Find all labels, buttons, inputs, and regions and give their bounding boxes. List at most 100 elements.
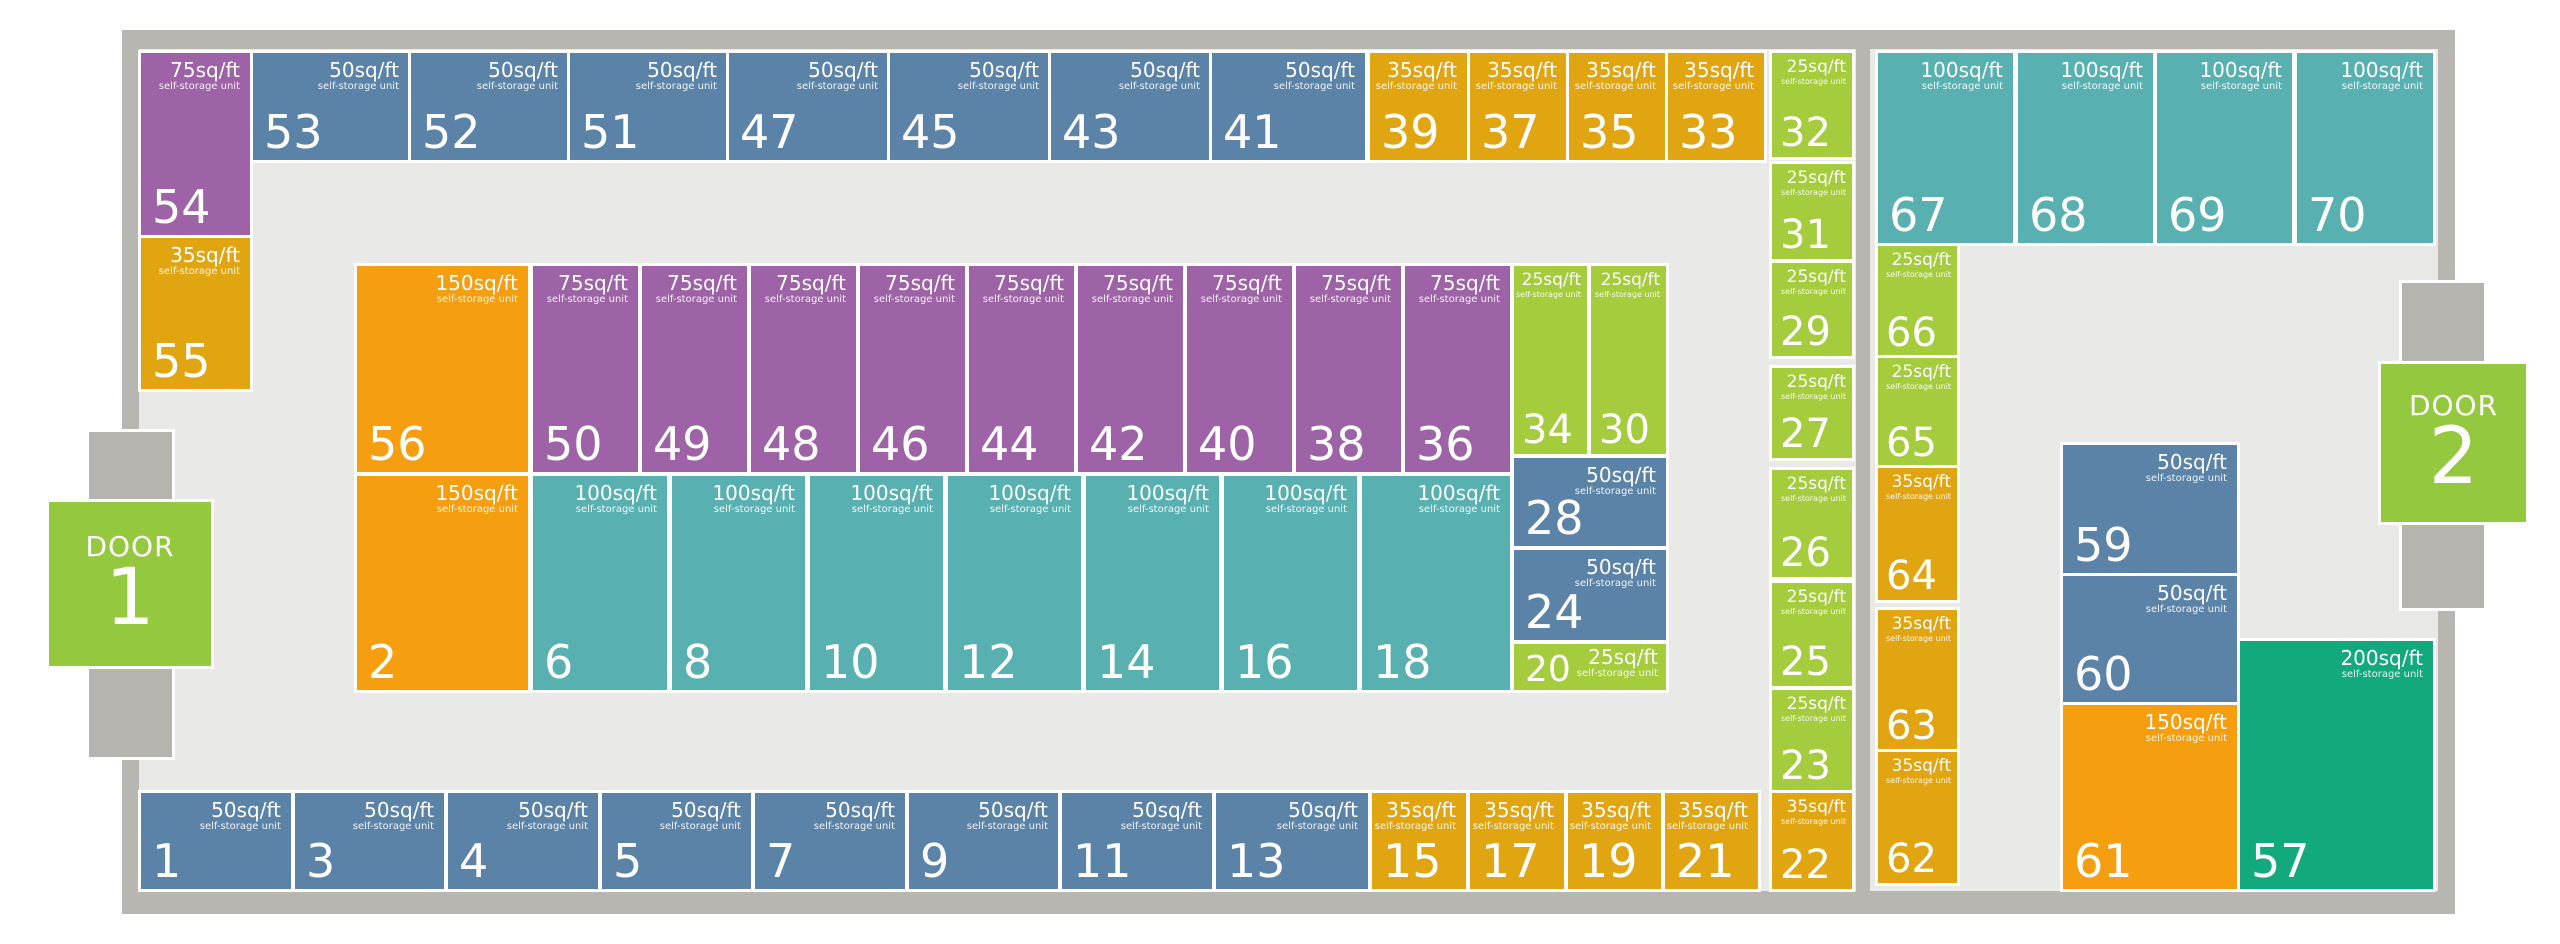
unit-size-label: 50sq/ft <box>1132 798 1202 822</box>
unit-size-label: 50sq/ft <box>2157 581 2227 605</box>
storage-unit-64[interactable]: 35sq/ft self-storage unit 64 <box>1875 465 1960 603</box>
unit-size-label: 50sq/ft <box>1288 798 1358 822</box>
storage-unit-38[interactable]: 75sq/ft self-storage unit 38 <box>1293 263 1404 475</box>
storage-unit-23[interactable]: 25sq/ft self-storage unit 23 <box>1769 687 1855 793</box>
storage-unit-52[interactable]: 50sq/ft self-storage unit 52 <box>408 50 571 163</box>
unit-number: 39 <box>1381 105 1440 160</box>
storage-unit-8[interactable]: 100sq/ft self-storage unit 8 <box>669 473 808 693</box>
storage-unit-13[interactable]: 50sq/ft self-storage unit 13 <box>1213 790 1371 892</box>
storage-unit-20[interactable]: 25sq/ft self-storage unit 20 <box>1511 641 1669 693</box>
storage-unit-57[interactable]: 200sq/ft self-storage unit 57 <box>2237 638 2436 892</box>
storage-unit-43[interactable]: 50sq/ft self-storage unit 43 <box>1048 50 1213 163</box>
unit-size-label: 25sq/ft <box>1786 694 1846 714</box>
storage-unit-40[interactable]: 75sq/ft self-storage unit 40 <box>1184 263 1295 475</box>
storage-unit-12[interactable]: 100sq/ft self-storage unit 12 <box>945 473 1084 693</box>
storage-unit-66[interactable]: 25sq/ft self-storage unit 66 <box>1875 243 1960 360</box>
storage-unit-26[interactable]: 25sq/ft self-storage unit 26 <box>1769 467 1855 580</box>
storage-unit-27[interactable]: 25sq/ft self-storage unit 27 <box>1769 365 1855 461</box>
storage-unit-10[interactable]: 100sq/ft self-storage unit 10 <box>807 473 946 693</box>
storage-unit-56[interactable]: 150sq/ft self-storage unit 56 <box>354 263 531 475</box>
unit-number: 27 <box>1780 411 1831 457</box>
unit-number: 4 <box>459 834 489 889</box>
storage-unit-15[interactable]: 35sq/ft self-storage unit 15 <box>1369 790 1469 892</box>
storage-unit-47[interactable]: 50sq/ft self-storage unit 47 <box>726 50 891 163</box>
storage-unit-18[interactable]: 100sq/ft self-storage unit 18 <box>1359 473 1513 693</box>
storage-unit-49[interactable]: 75sq/ft self-storage unit 49 <box>639 263 750 475</box>
storage-unit-46[interactable]: 75sq/ft self-storage unit 46 <box>857 263 968 475</box>
unit-sublabel: self-storage unit <box>1574 81 1656 92</box>
unit-number: 46 <box>871 417 930 472</box>
storage-unit-63[interactable]: 35sq/ft self-storage unit 63 <box>1875 607 1960 753</box>
storage-unit-19[interactable]: 35sq/ft self-storage unit 19 <box>1565 790 1664 892</box>
storage-unit-50[interactable]: 75sq/ft self-storage unit 50 <box>530 263 641 475</box>
unit-number: 65 <box>1886 420 1937 466</box>
storage-unit-59[interactable]: 50sq/ft self-storage unit 59 <box>2060 442 2240 576</box>
storage-unit-1[interactable]: 50sq/ft self-storage unit 1 <box>138 790 294 892</box>
unit-sublabel: self-storage unit <box>1120 821 1202 832</box>
storage-unit-32[interactable]: 25sq/ft self-storage unit 32 <box>1769 50 1855 160</box>
unit-sublabel: self-storage unit <box>957 81 1039 92</box>
storage-unit-41[interactable]: 50sq/ft self-storage unit 41 <box>1209 50 1368 163</box>
storage-unit-2[interactable]: 150sq/ft self-storage unit 2 <box>354 473 531 693</box>
storage-unit-39[interactable]: 35sq/ft self-storage unit 39 <box>1367 50 1470 163</box>
storage-unit-5[interactable]: 50sq/ft self-storage unit 5 <box>599 790 754 892</box>
unit-size-label: 35sq/ft <box>1386 798 1456 822</box>
unit-size-label: 100sq/ft <box>574 481 657 505</box>
storage-unit-61[interactable]: 150sq/ft self-storage unit 61 <box>2060 702 2240 892</box>
unit-sublabel: self-storage unit <box>2200 81 2282 92</box>
storage-unit-25[interactable]: 25sq/ft self-storage unit 25 <box>1769 580 1855 689</box>
unit-size-label: 100sq/ft <box>712 481 795 505</box>
unit-size-label: 50sq/ft <box>1130 58 1200 82</box>
unit-number: 69 <box>2168 188 2227 243</box>
unit-sublabel: self-storage unit <box>1574 486 1656 497</box>
unit-number: 55 <box>152 334 211 389</box>
storage-unit-28[interactable]: 50sq/ft self-storage unit 28 <box>1511 455 1669 549</box>
unit-number: 49 <box>653 417 712 472</box>
storage-unit-70[interactable]: 100sq/ft self-storage unit 70 <box>2294 50 2436 246</box>
storage-unit-6[interactable]: 100sq/ft self-storage unit 6 <box>530 473 670 693</box>
unit-number: 24 <box>1525 585 1584 640</box>
storage-unit-17[interactable]: 35sq/ft self-storage unit 17 <box>1467 790 1567 892</box>
unit-size-label: 50sq/ft <box>518 798 588 822</box>
storage-unit-69[interactable]: 100sq/ft self-storage unit 69 <box>2154 50 2295 246</box>
storage-unit-65[interactable]: 25sq/ft self-storage unit 65 <box>1875 355 1960 470</box>
storage-unit-21[interactable]: 35sq/ft self-storage unit 21 <box>1662 790 1761 892</box>
storage-unit-7[interactable]: 50sq/ft self-storage unit 7 <box>752 790 908 892</box>
storage-unit-55[interactable]: 35sq/ft self-storage unit 55 <box>138 235 253 392</box>
storage-unit-67[interactable]: 100sq/ft self-storage unit 67 <box>1875 50 2016 246</box>
storage-unit-53[interactable]: 50sq/ft self-storage unit 53 <box>250 50 412 163</box>
storage-unit-4[interactable]: 50sq/ft self-storage unit 4 <box>445 790 601 892</box>
unit-number: 33 <box>1679 105 1738 160</box>
unit-size-label: 50sq/ft <box>1586 463 1656 487</box>
unit-number: 25 <box>1780 639 1831 685</box>
storage-unit-35[interactable]: 35sq/ft self-storage unit 35 <box>1566 50 1669 163</box>
storage-unit-48[interactable]: 75sq/ft self-storage unit 48 <box>748 263 859 475</box>
storage-unit-60[interactable]: 50sq/ft self-storage unit 60 <box>2060 573 2240 705</box>
storage-unit-9[interactable]: 50sq/ft self-storage unit 9 <box>906 790 1061 892</box>
storage-unit-29[interactable]: 25sq/ft self-storage unit 29 <box>1769 260 1855 359</box>
storage-unit-24[interactable]: 50sq/ft self-storage unit 24 <box>1511 547 1669 643</box>
unit-sublabel: self-storage unit <box>1666 821 1748 832</box>
storage-unit-44[interactable]: 75sq/ft self-storage unit 44 <box>966 263 1077 475</box>
unit-number: 26 <box>1780 530 1831 576</box>
storage-unit-33[interactable]: 35sq/ft self-storage unit 33 <box>1665 50 1767 163</box>
storage-unit-62[interactable]: 35sq/ft self-storage unit 62 <box>1875 749 1960 886</box>
storage-unit-31[interactable]: 25sq/ft self-storage unit 31 <box>1769 161 1855 262</box>
storage-unit-34[interactable]: 25sq/ft self-storage unit 34 <box>1511 263 1590 457</box>
storage-unit-22[interactable]: 35sq/ft self-storage unit 22 <box>1769 790 1855 892</box>
storage-unit-11[interactable]: 50sq/ft self-storage unit 11 <box>1059 790 1215 892</box>
storage-unit-37[interactable]: 35sq/ft self-storage unit 37 <box>1467 50 1570 163</box>
unit-size-label: 50sq/ft <box>488 58 558 82</box>
storage-unit-45[interactable]: 50sq/ft self-storage unit 45 <box>887 50 1052 163</box>
storage-unit-51[interactable]: 50sq/ft self-storage unit 51 <box>567 50 730 163</box>
storage-unit-54[interactable]: 75sq/ft self-storage unit 54 <box>138 50 253 238</box>
storage-unit-14[interactable]: 100sq/ft self-storage unit 14 <box>1083 473 1222 693</box>
unit-number: 54 <box>152 180 211 235</box>
storage-unit-42[interactable]: 75sq/ft self-storage unit 42 <box>1075 263 1186 475</box>
storage-unit-68[interactable]: 100sq/ft self-storage unit 68 <box>2015 50 2156 246</box>
storage-unit-36[interactable]: 75sq/ft self-storage unit 36 <box>1402 263 1513 475</box>
storage-unit-30[interactable]: 25sq/ft self-storage unit 30 <box>1588 263 1669 457</box>
unit-size-label: 100sq/ft <box>2199 58 2282 82</box>
storage-unit-16[interactable]: 100sq/ft self-storage unit 16 <box>1221 473 1360 693</box>
storage-unit-3[interactable]: 50sq/ft self-storage unit 3 <box>292 790 447 892</box>
